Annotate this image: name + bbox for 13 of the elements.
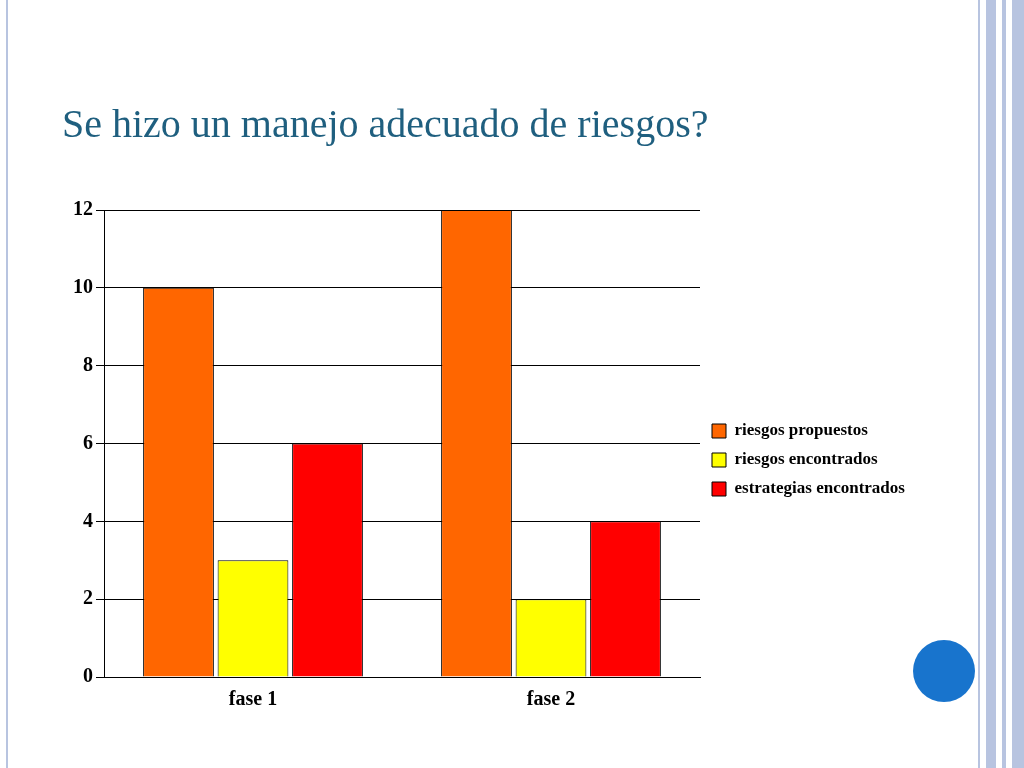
y-tick-label: 10 (73, 275, 93, 298)
y-tick-label: 0 (83, 664, 93, 687)
y-tick-label: 12 (73, 197, 93, 220)
legend-label: estrategias encontrados (734, 478, 906, 498)
legend-label: riesgos propuestos (734, 420, 869, 440)
y-tick-label: 6 (83, 430, 93, 453)
legend-label: riesgos encontrados (734, 449, 878, 469)
y-tick-label: 2 (83, 586, 93, 609)
y-tick-label: 4 (83, 508, 93, 531)
x-tick-label: fase 1 (228, 687, 278, 710)
x-tick-label: fase 2 (526, 687, 576, 710)
chart-title: Se hizo un manejo adecuado de riesgos? (62, 100, 709, 147)
y-tick-label: 8 (83, 352, 93, 375)
